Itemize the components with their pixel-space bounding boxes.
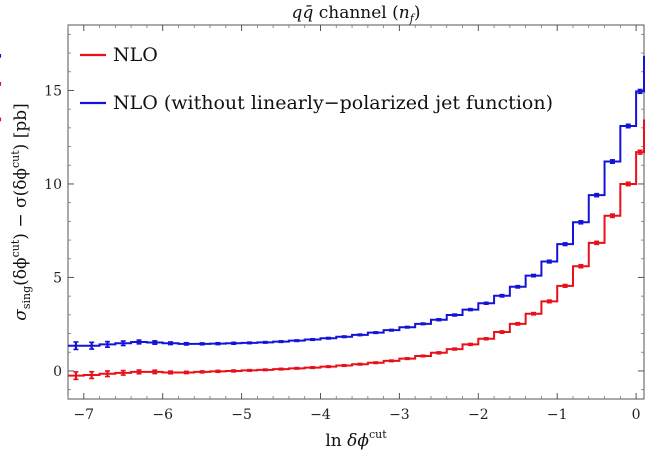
chart-title: qq̄ channel (nf) bbox=[292, 3, 421, 25]
x-tick-label: 0 bbox=[632, 407, 641, 423]
y-axis-title: σsing(δϕcut) − σ(δϕcut) [pb] bbox=[9, 103, 33, 321]
x-tick-label: −4 bbox=[310, 407, 331, 423]
series-nlo bbox=[0, 82, 645, 381]
x-tick-label: −6 bbox=[152, 407, 173, 423]
legend-label-nlo-without-lp: NLO (without linearly−polarized jet func… bbox=[113, 92, 553, 114]
y-tick-label: 10 bbox=[44, 177, 62, 193]
x-tick-label: −3 bbox=[389, 407, 410, 423]
y-tick-label: 0 bbox=[53, 364, 62, 380]
plot-frame bbox=[67, 24, 645, 400]
x-tick-label: −1 bbox=[547, 407, 568, 423]
x-axis: −7 −6 −5 −4 −3 −2 −1 0 bbox=[67, 25, 641, 423]
legend-label-nlo: NLO bbox=[113, 44, 158, 66]
series-layer bbox=[0, 53, 645, 381]
y-axis: 0 5 10 15 bbox=[44, 33, 644, 391]
series-step-line bbox=[68, 55, 645, 347]
y-tick-label: 15 bbox=[44, 83, 62, 99]
series-step-line bbox=[68, 119, 645, 377]
y-tick-label: 5 bbox=[53, 270, 62, 286]
x-tick-label: −2 bbox=[468, 407, 489, 423]
series-nlo-without-lp bbox=[0, 53, 645, 351]
legend: NLO NLO (without linearly−polarized jet … bbox=[80, 44, 553, 114]
x-tick-label: −7 bbox=[73, 407, 94, 423]
x-axis-title: ln δϕcut bbox=[325, 428, 387, 451]
x-tick-label: −5 bbox=[231, 407, 252, 423]
